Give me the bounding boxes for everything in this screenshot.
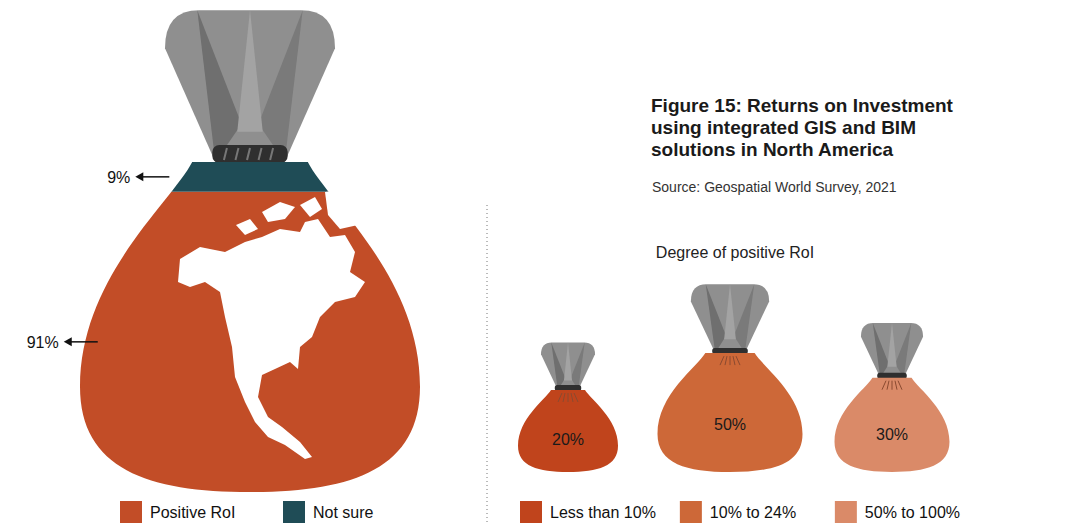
chart-canvas: 91% 9% Figure 15: Returns on Investmentusi… xyxy=(0,0,1071,531)
bag-knot-stripe xyxy=(235,148,238,160)
bag-tie-fold xyxy=(895,323,911,378)
legend-label: 10% to 24% xyxy=(710,504,796,521)
bag-crease xyxy=(733,356,735,365)
text-line: Figure 15: Returns on Investment xyxy=(651,95,954,116)
bag-crease xyxy=(574,393,578,402)
legend-swatch xyxy=(120,501,142,523)
bag-body xyxy=(658,353,803,472)
bag-knot-stripe xyxy=(270,148,273,160)
data-label: 9% xyxy=(107,169,130,186)
bag-tie-fold xyxy=(873,323,889,378)
data-label: 50% xyxy=(714,416,746,433)
bag-tie-fold xyxy=(551,342,565,390)
figure-title: Figure 15: Returns on Investmentusing in… xyxy=(651,95,954,160)
map-decoration xyxy=(325,189,365,229)
figure-source: Source: Geospatial World Survey, 2021 xyxy=(652,179,897,195)
bag xyxy=(658,284,803,472)
data-label: 91% xyxy=(27,334,59,351)
legend: Positive RoI Not sure xyxy=(120,501,374,523)
bag-segments xyxy=(78,162,422,492)
bag-crease xyxy=(568,393,569,402)
bag-body xyxy=(518,390,618,472)
label-arrow-head xyxy=(135,172,143,181)
bag-tie-fold xyxy=(564,342,572,380)
text-line: solutions in North America xyxy=(651,139,894,160)
text-line: using integrated GIS and BIM xyxy=(651,117,916,138)
data-label: 30% xyxy=(876,426,908,443)
bag-crease xyxy=(720,356,724,365)
bag-tie-fold xyxy=(197,10,241,162)
bag-knot-stripe xyxy=(259,148,262,160)
bag-tie-fold xyxy=(571,342,585,390)
map-decoration xyxy=(262,202,295,222)
bag-knot-stripe xyxy=(224,148,227,160)
legend-swatch xyxy=(835,501,857,523)
bag-crease xyxy=(563,393,565,402)
legend-swatch xyxy=(680,501,702,523)
legend-label: Not sure xyxy=(313,504,374,521)
bag-tie xyxy=(541,342,595,390)
part-whole-bag xyxy=(78,10,422,492)
data-label: 20% xyxy=(552,431,584,448)
bag-crease xyxy=(898,381,902,390)
map-decoration xyxy=(236,219,258,235)
bag-tie xyxy=(691,284,769,353)
bag-tie-fold xyxy=(887,323,896,367)
size-bags xyxy=(518,284,950,472)
legend-swatch xyxy=(520,501,542,523)
legend-swatch xyxy=(283,501,305,523)
bag-crease xyxy=(895,381,897,390)
bag-crease xyxy=(736,356,740,365)
bag-knot xyxy=(212,145,287,163)
legend-label: Less than 10% xyxy=(550,504,656,521)
bag-tie-fold xyxy=(259,10,303,162)
bag-crease xyxy=(558,393,562,402)
map-decoration xyxy=(300,197,322,217)
bag-tie-fold xyxy=(734,284,754,353)
bag-tie-fold xyxy=(724,284,736,339)
label-arrow-head xyxy=(64,337,72,346)
bag-tie xyxy=(165,10,335,162)
bag-crease xyxy=(725,356,727,365)
map-decoration xyxy=(178,219,365,459)
panel-separator xyxy=(487,205,488,525)
bag-crease xyxy=(571,393,573,402)
bag-crease xyxy=(892,381,893,390)
bag-segment xyxy=(78,192,422,492)
bag-crease xyxy=(882,381,886,390)
bag-crease xyxy=(887,381,889,390)
bag-tie-fold xyxy=(237,10,263,131)
bag xyxy=(835,323,950,472)
bag xyxy=(518,342,618,472)
bag-body xyxy=(835,378,950,472)
bag-crease xyxy=(730,356,731,365)
bag-segment xyxy=(78,162,422,192)
panel-title: Degree of positive RoI xyxy=(656,244,814,261)
bag-tie-fold xyxy=(706,284,726,353)
data-labels: 91% 9% xyxy=(27,169,170,351)
bag-knot-stripe xyxy=(247,148,250,160)
legend: Less than 10% 10% to 24% 50% to 100% xyxy=(520,501,960,523)
legend-label: 50% to 100% xyxy=(865,504,960,521)
legend-label: Positive RoI xyxy=(150,504,235,521)
label-arrow xyxy=(141,176,169,178)
bag-tie xyxy=(861,323,923,378)
label-arrow xyxy=(70,341,98,343)
